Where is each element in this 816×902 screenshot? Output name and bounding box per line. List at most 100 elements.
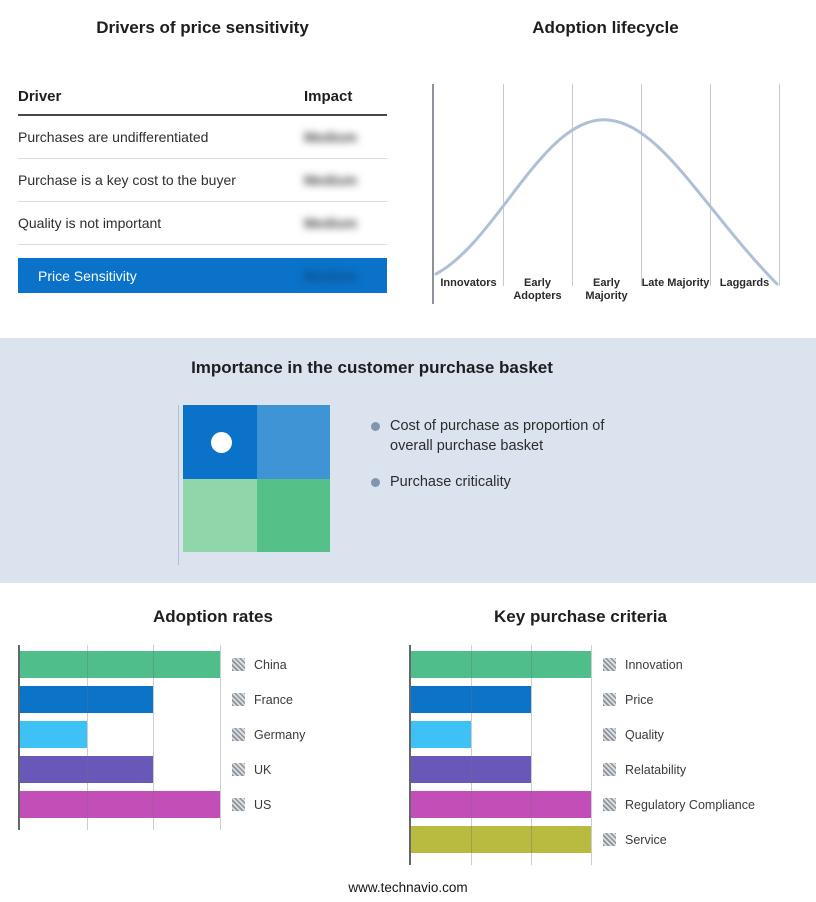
legend-swatch-icon	[603, 833, 616, 846]
adoption-rates-title: Adoption rates	[153, 607, 273, 626]
position-marker-dot	[211, 432, 232, 453]
legend-label: France	[254, 692, 293, 707]
bar-row	[411, 647, 591, 682]
basket-bullets: Cost of purchase as proportion of overal…	[371, 405, 640, 552]
legend-item: China	[232, 647, 305, 682]
driver-column-header: Driver	[18, 88, 62, 105]
bell-curve-icon	[434, 118, 779, 286]
driver-name: Purchase is a key cost to the buyer	[18, 172, 236, 188]
driver-row: Quality is not important Medium	[18, 202, 387, 245]
legend-swatch-icon	[232, 693, 245, 706]
lifecycle-gridline	[710, 84, 711, 286]
impact-column-header: Impact	[304, 88, 353, 105]
lifecycle-chart: Innovators Early Adopters Early Majority La…	[432, 84, 780, 304]
lifecycle-stage-label: Late Majority	[641, 277, 710, 289]
bar-france	[20, 686, 154, 713]
bar-price	[411, 686, 531, 713]
legend-item: UK	[232, 752, 305, 787]
key-criteria-chart	[409, 645, 592, 865]
key-criteria-chart-wrap: Innovation Price Quality Relatability Regula…	[409, 645, 816, 865]
lifecycle-stage-labels: Innovators Early Adopters Early Majority La…	[434, 277, 779, 304]
legend-swatch-icon	[232, 763, 245, 776]
legend-label: China	[254, 657, 287, 672]
price-sensitivity-label: Price Sensitivity	[38, 267, 137, 284]
legend-label: UK	[254, 762, 272, 777]
bottom-section: Adoption rates China France Germany UK US Ke…	[0, 583, 816, 902]
legend-item: Price	[603, 682, 755, 717]
basket-content: Cost of purchase as proportion of overal…	[178, 405, 816, 565]
basket-bullet: Purchase criticality	[371, 473, 640, 493]
bullet-text: Cost of purchase as proportion of overal…	[390, 418, 605, 454]
driver-row: Purchase is a key cost to the buyer Mediu…	[18, 159, 387, 202]
lifecycle-gridline	[572, 84, 573, 286]
bar-uk	[20, 756, 154, 783]
legend-label: Price	[625, 692, 654, 707]
legend-label: Service	[625, 832, 667, 847]
basket-quadrant	[178, 405, 330, 565]
bar-row	[20, 787, 220, 822]
legend-item: Service	[603, 822, 755, 857]
legend-swatch-icon	[603, 658, 616, 671]
quadrant-bottom-right	[256, 478, 330, 552]
bar-row	[20, 682, 220, 717]
legend-label: Quality	[625, 727, 664, 742]
lifecycle-stage-label: Innovators	[440, 277, 497, 289]
legend-swatch-icon	[603, 693, 616, 706]
lifecycle-stage-label: Early Majority	[585, 277, 628, 302]
legend-label: Regulatory Compliance	[625, 797, 755, 812]
legend-label: Relatability	[625, 762, 687, 777]
legend-label: Innovation	[625, 657, 683, 672]
quadrant-grid	[183, 405, 330, 552]
drivers-panel: Drivers of price sensitivity Driver Impa…	[0, 0, 408, 338]
chart-gridline	[591, 645, 592, 865]
top-section: Drivers of price sensitivity Driver Impa…	[0, 0, 816, 338]
impact-value: Medium	[304, 215, 357, 231]
legend-swatch-icon	[603, 728, 616, 741]
bar-regulatory-compliance	[411, 791, 591, 818]
impact-value: Medium	[304, 172, 357, 188]
chart-gridline	[220, 645, 221, 830]
bar-china	[20, 651, 220, 678]
bar-row	[411, 717, 591, 752]
bullet-icon	[371, 422, 380, 431]
driver-row: Purchases are undifferentiated Medium	[18, 116, 387, 159]
quadrant-top-right	[256, 405, 330, 479]
adoption-rates-panel: Adoption rates China France Germany UK US	[0, 583, 408, 902]
bar-row	[20, 647, 220, 682]
legend-item: US	[232, 787, 305, 822]
bar-row	[411, 787, 591, 822]
bullet-text: Purchase criticality	[390, 474, 511, 491]
bar-row	[20, 752, 220, 787]
legend-item: Regulatory Compliance	[603, 787, 755, 822]
drivers-table-header: Driver Impact	[18, 82, 387, 116]
bar-us	[20, 791, 220, 818]
lifecycle-stage-label: Laggards	[719, 277, 770, 289]
bar-row	[20, 717, 220, 752]
purchase-basket-band: Importance in the customer purchase bask…	[0, 338, 816, 583]
legend-label: Germany	[254, 727, 306, 742]
bar-innovation	[411, 651, 591, 678]
impact-value: Medium	[304, 129, 357, 145]
bar-row	[411, 822, 591, 857]
legend-swatch-icon	[232, 798, 245, 811]
lifecycle-gridline	[779, 84, 780, 286]
drivers-table-rows: Purchases are undifferentiated Medium Purc…	[18, 116, 387, 245]
legend-item: Quality	[603, 717, 755, 752]
website-url: www.technavio.com	[348, 880, 468, 895]
bar-relatability	[411, 756, 531, 783]
price-sensitivity-impact: Medium	[304, 267, 357, 284]
bar-row	[411, 682, 591, 717]
chart-gridline	[153, 645, 155, 830]
price-sensitivity-bar: Price Sensitivity Medium	[18, 258, 387, 293]
chart-gridline	[471, 645, 472, 865]
legend-item: Relatability	[603, 752, 755, 787]
lifecycle-panel: Adoption lifecycle Innovators Early Adopt…	[408, 0, 816, 338]
adoption-curve-line	[434, 118, 779, 286]
driver-name: Quality is not important	[18, 215, 162, 231]
quadrant-bottom-left	[183, 478, 257, 552]
bar-quality	[411, 721, 471, 748]
bar-germany	[20, 721, 87, 748]
bullet-icon	[371, 478, 380, 488]
key-criteria-legend: Innovation Price Quality Relatability Regula…	[603, 645, 755, 865]
key-criteria-panel: Key purchase criteria Innovation Price Qua…	[408, 583, 816, 902]
